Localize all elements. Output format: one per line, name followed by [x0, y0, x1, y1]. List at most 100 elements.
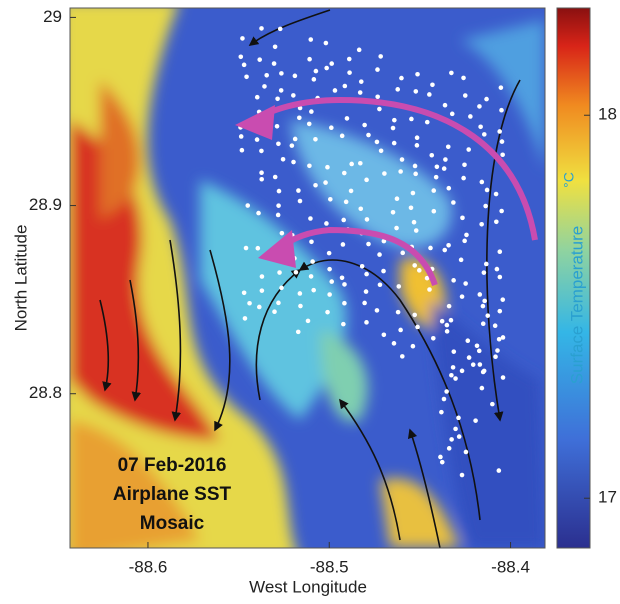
drifter-dot [247, 301, 252, 306]
drifter-dot [494, 192, 499, 197]
drifter-dot [273, 175, 278, 180]
drifter-dot [260, 274, 265, 279]
drifter-dot [240, 36, 245, 41]
drifter-dot [409, 117, 414, 122]
drifter-dot [255, 95, 260, 100]
drifter-dot [428, 246, 433, 251]
drifter-dot [382, 171, 387, 176]
drifter-dot [349, 162, 354, 167]
drifter-dot [493, 354, 498, 359]
drifter-dot [499, 85, 504, 90]
drifter-dot [323, 180, 328, 185]
drifter-dot [392, 141, 397, 146]
drifter-dot [340, 134, 345, 139]
drifter-dot [243, 316, 248, 321]
drifter-dot [297, 115, 302, 120]
drifter-dot [391, 126, 396, 131]
drifter-dot [459, 258, 464, 263]
drifter-dot [273, 44, 278, 49]
drifter-dot [464, 233, 469, 238]
drifter-dot [449, 71, 454, 76]
drifter-dot [413, 89, 418, 94]
drifter-dot [242, 291, 247, 296]
drifter-dot [478, 125, 483, 130]
drifter-dot [494, 220, 499, 225]
drifter-dot [446, 145, 451, 150]
drifter-dot [327, 292, 332, 297]
drifter-dot [279, 88, 284, 93]
drifter-dot [298, 199, 303, 204]
drifter-dot [409, 205, 414, 210]
drifter-dot [439, 410, 444, 415]
drifter-dot [364, 289, 369, 294]
drifter-dot [325, 310, 330, 315]
drifter-dot [256, 211, 261, 216]
drifter-dot [309, 239, 314, 244]
drifter-dot [451, 365, 456, 370]
drifter-dot [362, 123, 367, 128]
drifter-dot [366, 133, 371, 138]
drifter-dot [440, 319, 445, 324]
drifter-dot [400, 157, 405, 162]
drifter-dot [490, 402, 495, 407]
drifter-dot [400, 354, 405, 359]
drifter-dot [500, 139, 505, 144]
drifter-dot [453, 376, 458, 381]
drifter-dot [442, 166, 447, 171]
drifter-dot [298, 291, 303, 296]
drifter-dot [442, 397, 447, 402]
drifter-dot [447, 304, 452, 309]
drifter-dot [498, 275, 503, 280]
drifter-dot [427, 287, 432, 292]
x-axis-label: West Longitude [249, 577, 367, 596]
drifter-dot [341, 242, 346, 247]
drifter-dot [260, 288, 265, 293]
drifter-dot [398, 328, 403, 333]
drifter-dot [415, 135, 420, 140]
drifter-dot [443, 103, 448, 108]
drifter-dot [259, 26, 264, 31]
drifter-dot [328, 197, 333, 202]
y-axis-label: North Latitude [11, 225, 30, 332]
drifter-dot [278, 27, 283, 32]
drifter-dot [291, 160, 296, 165]
drifter-dot [276, 301, 281, 306]
y-tick-label: 28.8 [29, 383, 62, 402]
x-tick-label: -88.6 [129, 557, 168, 576]
drifter-dot [324, 66, 329, 71]
drifter-dot [463, 93, 468, 98]
drifter-dot [478, 362, 483, 367]
drifter-dot [366, 242, 371, 247]
drifter-dot [497, 337, 502, 342]
drifter-dot [461, 176, 466, 181]
drifter-dot [415, 325, 420, 330]
drifter-dot [259, 177, 264, 182]
drifter-dot [308, 216, 313, 221]
drifter-dot [391, 210, 396, 215]
drifter-dot [495, 348, 500, 353]
drifter-dot [375, 140, 380, 145]
drifter-dot [240, 148, 245, 153]
drifter-dot [378, 54, 383, 59]
drifter-dot [324, 221, 329, 226]
drifter-dot [449, 318, 454, 323]
drifter-dot [481, 304, 486, 309]
drifter-dot [296, 188, 301, 193]
drifter-dot [429, 153, 434, 158]
drifter-dot [375, 67, 380, 72]
drifter-dot [443, 157, 448, 162]
drifter-dot [412, 313, 417, 318]
drifter-dot [473, 418, 478, 423]
drifter-dot [272, 309, 277, 314]
drifter-dot [359, 79, 364, 84]
drifter-dot [480, 180, 485, 185]
drifter-dot [500, 297, 505, 302]
drifter-dot [327, 267, 332, 272]
drifter-dot [413, 164, 418, 169]
drifter-dot [434, 175, 439, 180]
drifter-dot [450, 112, 455, 117]
drifter-dot [342, 301, 347, 306]
drifter-dot [341, 218, 346, 223]
map: 07 Feb-2016 Airplane SST Mosaic West Lon… [0, 0, 620, 599]
drifter-dot [464, 450, 469, 455]
